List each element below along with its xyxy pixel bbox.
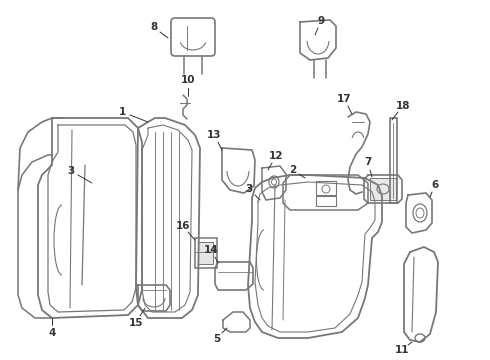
Text: 12: 12 [269,151,283,161]
Text: 3: 3 [245,184,253,194]
Text: 16: 16 [175,221,190,231]
Text: 17: 17 [337,94,352,104]
Text: 7: 7 [364,157,371,167]
Text: 14: 14 [204,245,219,255]
Bar [195,238,217,268]
Text: 8: 8 [150,22,157,32]
Text: 15: 15 [128,318,143,328]
Text: 13: 13 [207,130,221,140]
Text: 2: 2 [289,165,296,175]
Bar [316,196,336,206]
Bar [198,242,213,264]
Text: 9: 9 [318,15,325,26]
Text: 11: 11 [394,345,409,355]
Text: 10: 10 [181,75,195,85]
Text: 6: 6 [431,180,439,190]
Text: 3: 3 [68,166,74,176]
Text: 1: 1 [119,107,126,117]
Text: 5: 5 [213,334,220,344]
Bar [316,181,336,195]
Text: 4: 4 [49,328,56,338]
Bar [370,178,396,200]
Bar [390,118,397,203]
Text: 18: 18 [395,100,410,111]
